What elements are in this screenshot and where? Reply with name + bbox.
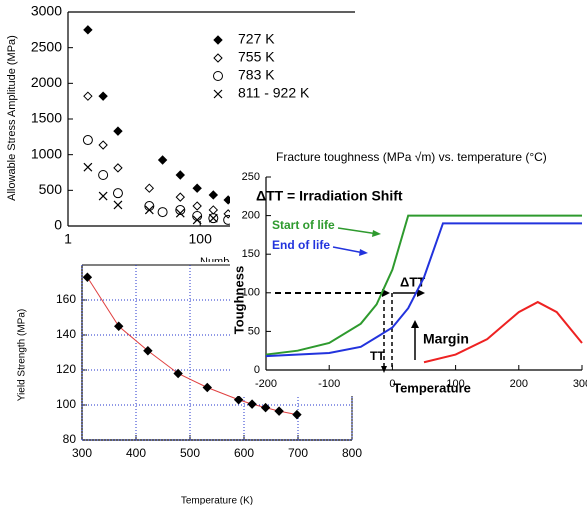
annotation: ΔTT = Irradiation Shift [256, 188, 403, 204]
legend-label: 755 K [238, 49, 275, 65]
legend-label: 811 - 922 K [238, 85, 310, 101]
y-tick-label: 500 [39, 181, 63, 197]
marker [98, 140, 108, 150]
x-tick-label: 100 [446, 378, 464, 390]
y-tick-label: 1000 [31, 145, 62, 161]
panel-background [230, 140, 587, 396]
marker [144, 183, 155, 193]
marker [208, 190, 219, 200]
marker [175, 208, 185, 218]
y-tick-label: 250 [242, 171, 260, 183]
marker [98, 169, 109, 180]
y-tick-label: 50 [248, 325, 260, 337]
x-tick-label: 100 [189, 231, 213, 247]
marker [208, 213, 219, 224]
y-tick-label: 100 [242, 287, 260, 299]
x-axis-label: Temperature [393, 380, 471, 395]
y-axis-label: Allowable Stress Amplitude (MPa) [6, 35, 18, 201]
x-axis-label: Temperature (K) [181, 496, 253, 505]
y-tick-label: 2000 [31, 74, 62, 90]
marker [83, 162, 93, 172]
legend-marker [213, 89, 223, 99]
marker [175, 192, 185, 202]
marker [208, 205, 219, 215]
marker [83, 91, 93, 101]
marker [113, 126, 123, 136]
toughness-chart: Fracture toughness (MPa √m) vs. temperat… [230, 140, 587, 396]
y-tick-label: 0 [54, 217, 62, 233]
y-tick-label: 150 [242, 248, 260, 260]
x-tick-label: 0 [389, 378, 395, 390]
marker [112, 188, 123, 199]
y-tick-label: 1500 [31, 110, 62, 126]
marker [175, 170, 185, 180]
marker [82, 135, 93, 146]
legend-marker [213, 71, 223, 81]
marker [98, 191, 108, 201]
marker [292, 409, 302, 420]
x-tick-label: 200 [510, 378, 528, 390]
yield-chart: Yield Strength (MPa) Temperature (K) 80 1… [0, 262, 370, 505]
y-tick-label: 140 [56, 327, 76, 341]
y-tick-label: 3000 [31, 3, 62, 19]
arrows [275, 227, 420, 370]
marker [192, 201, 202, 211]
x-tick-label: -200 [255, 378, 277, 390]
marker [82, 272, 93, 282]
annotation: End of life [272, 238, 330, 252]
legend-label: 727 K [238, 31, 275, 47]
series-line [265, 214, 582, 356]
y-tick-label: 200 [242, 210, 260, 222]
series-line [265, 222, 582, 358]
chart-title: Fracture toughness (MPa √m) vs. temperat… [276, 150, 547, 164]
x-tick-label: 800 [342, 446, 362, 460]
y-tick-label: 0 [254, 364, 260, 376]
annotation: Start of life [272, 218, 335, 232]
marker [113, 200, 123, 210]
x-tick-label: 400 [126, 446, 146, 460]
y-tick-label: 160 [56, 292, 76, 306]
marker [208, 213, 218, 223]
x-tick-label: 500 [180, 446, 200, 460]
x-tick-label: 300 [573, 378, 587, 390]
marker [247, 399, 257, 409]
annotation: TT [370, 349, 385, 363]
marker [98, 91, 108, 101]
x-tick-label: 300 [72, 446, 92, 460]
y-tick-label: 80 [63, 432, 77, 446]
marker [192, 215, 202, 225]
marker [113, 163, 123, 173]
marker [83, 25, 93, 35]
marker [157, 155, 168, 165]
marker [233, 395, 244, 405]
x-tick-label: 700 [288, 446, 308, 460]
series-line [86, 276, 298, 416]
annotation: Margin [423, 331, 469, 347]
y-tick-label: 2500 [31, 38, 62, 54]
x-tick-label: 1 [64, 231, 72, 247]
x-tick-label: -100 [318, 378, 340, 390]
x-tick-label: 600 [234, 446, 254, 460]
legend-marker [213, 53, 223, 63]
marker [175, 204, 186, 215]
marker [192, 183, 202, 193]
marker [260, 402, 271, 413]
legend-marker [213, 35, 223, 45]
marker [202, 382, 212, 393]
marker [274, 406, 284, 416]
y-tick-label: 100 [56, 397, 76, 411]
y-axis-label: Yield Strength (MPa) [17, 309, 28, 401]
marker [143, 346, 153, 356]
marker [157, 207, 168, 218]
y-tick-label: 120 [56, 362, 76, 376]
legend-label: 783 K [238, 67, 275, 83]
marker [114, 321, 124, 331]
marker [144, 205, 154, 215]
y-axis-label: Toughness [231, 266, 246, 334]
marker [173, 368, 183, 379]
series-line [423, 300, 583, 364]
